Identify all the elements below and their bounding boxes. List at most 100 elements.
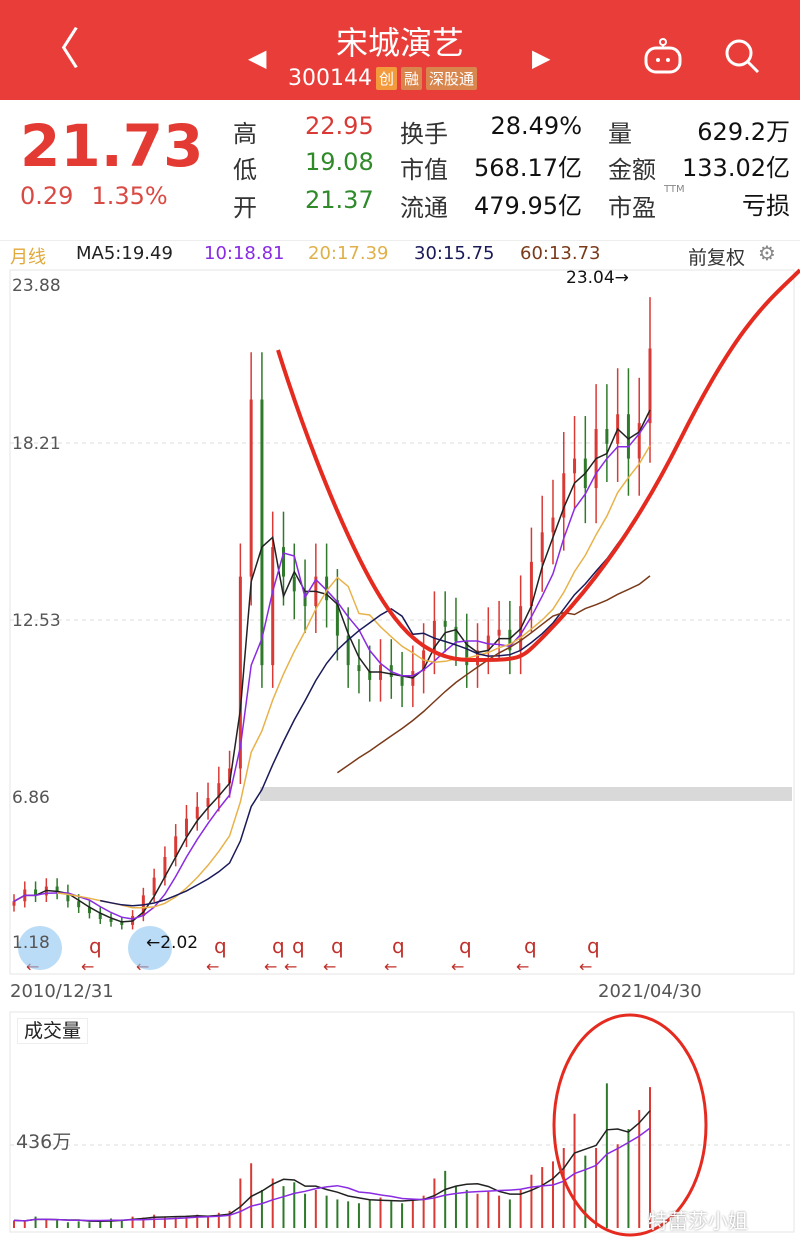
candle-body <box>573 458 577 474</box>
candle-body <box>34 889 38 896</box>
robot-icon[interactable] <box>642 36 684 84</box>
annotation-q: q <box>214 934 227 958</box>
price-axis-label: 18.21 <box>12 434 61 454</box>
amount-value: 133.02亿 <box>682 154 790 182</box>
annotation-q: q <box>587 934 600 958</box>
price-axis-label: 1.18 <box>12 933 50 953</box>
hand-drawn-circle <box>552 1013 708 1237</box>
change-value: 0.29 <box>20 182 74 210</box>
annotation-arrow: ← <box>516 957 529 976</box>
annotation-q: q <box>89 934 102 958</box>
candle-body <box>465 641 469 666</box>
candle-body <box>292 576 296 592</box>
candle-body <box>163 857 167 878</box>
volume-label: 量 <box>608 120 632 148</box>
prev-stock-button[interactable]: ◀ <box>248 44 267 72</box>
ma30-line <box>100 495 651 907</box>
candle-body <box>228 768 232 784</box>
price-axis-label: 23.88 <box>12 276 61 296</box>
candle-body <box>648 348 652 424</box>
ma10-value: 10:18.81 <box>204 243 285 264</box>
touch-indicator <box>18 926 62 970</box>
candle-body <box>400 676 404 686</box>
candle-body <box>476 650 480 666</box>
price-axis-label: 12.53 <box>12 611 61 631</box>
candle-body <box>368 671 372 680</box>
open-value: 21.37 <box>305 186 374 214</box>
annotation-arrow: ← <box>323 957 336 976</box>
adjust-selector[interactable]: 前复权 <box>688 247 746 269</box>
quote-panel: 21.73 0.29 1.35% 高 22.95 低 19.08 开 21.37 … <box>0 100 800 230</box>
touch-indicator <box>128 926 172 970</box>
ma-legend: 月线 MA5:19.49 10:18.81 20:17.39 30:15.75 … <box>0 240 800 269</box>
candle-body <box>486 635 490 651</box>
candle-body <box>562 473 566 518</box>
back-button[interactable]: 〈 <box>36 24 80 75</box>
annotation-q: q <box>331 934 344 958</box>
candle-body <box>98 913 102 919</box>
candle-body <box>206 797 210 807</box>
candle-body <box>87 907 91 914</box>
annotation-arrow: ← <box>284 957 297 976</box>
annotation-arrow: ← <box>384 957 397 976</box>
next-stock-button[interactable]: ▶ <box>532 44 551 72</box>
annotation-arrow: ← <box>579 957 592 976</box>
candle-body <box>540 532 544 562</box>
ma30-value: 30:15.75 <box>414 243 495 264</box>
candle-body <box>77 901 81 908</box>
volume-value: 629.2万 <box>697 118 790 146</box>
candle-body <box>454 626 458 642</box>
candle-body <box>12 901 16 906</box>
annotation-q: q <box>392 934 405 958</box>
volume-ma10-line <box>13 1127 651 1222</box>
volume-axis-label: 436万 <box>16 1131 72 1153</box>
candle-body <box>66 892 70 902</box>
search-icon[interactable] <box>722 36 762 84</box>
change-row: 0.29 1.35% <box>20 182 186 210</box>
annotation-q: q <box>272 934 285 958</box>
volume-label: 成交量 <box>17 1018 89 1044</box>
high-value: 22.95 <box>305 112 374 140</box>
ma60-line <box>336 575 651 774</box>
candle-body <box>238 576 242 769</box>
gear-icon[interactable]: ⚙ <box>758 241 776 265</box>
watermark: 特蕾莎小姐 <box>648 1209 748 1233</box>
ma60-value: 60:13.73 <box>520 243 601 264</box>
volume-panel-frame <box>9 1011 795 1233</box>
float-value: 479.95亿 <box>474 192 582 220</box>
annotation-q: q <box>292 934 305 958</box>
amount-label: 金额 <box>608 156 656 184</box>
candle-body <box>432 620 436 651</box>
high-marker: 23.04→ <box>566 268 629 288</box>
candle-body <box>249 399 253 577</box>
last-price: 21.73 <box>20 112 204 180</box>
annotation-arrow: ← <box>206 957 219 976</box>
candle-body <box>120 921 124 925</box>
period-selector[interactable]: 月线 <box>10 247 46 268</box>
candle-body <box>109 918 113 922</box>
pe-label: 市盈 <box>608 194 656 222</box>
annotation-q: q <box>524 934 537 958</box>
turnover-label: 换手 <box>400 120 448 148</box>
tag-rong: 融 <box>401 67 423 90</box>
candle-body <box>271 547 275 666</box>
candle-body <box>605 429 609 444</box>
annotation-arrow: ← <box>264 957 277 976</box>
turnover-value: 28.49% <box>490 112 582 140</box>
candle-body <box>508 629 512 651</box>
mktcap-label: 市值 <box>400 156 448 184</box>
candle-body <box>152 877 156 896</box>
ma20-value: 20:17.39 <box>308 243 389 264</box>
low-value: 19.08 <box>305 148 374 176</box>
candle-body <box>335 600 339 636</box>
pe-ttm-sup: TTM <box>664 184 685 195</box>
low-label: 低 <box>233 156 257 184</box>
candle-body <box>141 895 145 917</box>
tag-sgt: 深股通 <box>426 67 478 90</box>
tag-chuang: 创 <box>375 67 397 90</box>
date-start: 2010/12/31 <box>10 981 114 1002</box>
low-marker: ←2.02 <box>146 933 199 953</box>
candle-body <box>55 886 59 893</box>
candle-body <box>346 635 350 666</box>
